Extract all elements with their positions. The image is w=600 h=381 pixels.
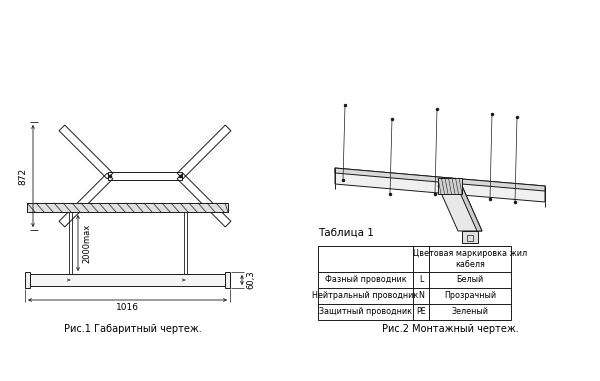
Bar — [27, 203, 228, 212]
Text: Нейтральный проводник: Нейтральный проводник — [313, 291, 419, 301]
Text: N: N — [418, 291, 424, 301]
Text: Защитный проводник: Защитный проводник — [319, 307, 412, 317]
Text: 2000max: 2000max — [82, 223, 91, 263]
Bar — [108, 172, 182, 180]
Text: L: L — [419, 275, 423, 285]
Polygon shape — [335, 168, 450, 194]
Polygon shape — [450, 178, 545, 191]
Text: Зеленый: Зеленый — [452, 307, 488, 317]
Text: Фазный проводник: Фазный проводник — [325, 275, 406, 285]
Text: PE: PE — [416, 307, 426, 317]
Polygon shape — [462, 231, 478, 243]
Polygon shape — [457, 186, 482, 231]
Bar — [467, 235, 473, 241]
Bar — [25, 272, 30, 288]
Bar — [318, 246, 511, 320]
Polygon shape — [450, 178, 545, 202]
Text: Цветовая маркировка жил
кабеля: Цветовая маркировка жил кабеля — [413, 249, 527, 269]
Text: 1016: 1016 — [116, 303, 139, 312]
Text: Прозрачный: Прозрачный — [444, 291, 496, 301]
Bar — [225, 272, 230, 288]
Polygon shape — [438, 178, 462, 194]
Text: Таблица 1: Таблица 1 — [318, 228, 374, 238]
Text: Рис.1 Габаритный чертеж.: Рис.1 Габаритный чертеж. — [64, 324, 202, 334]
Text: Рис.2 Монтажный чертеж.: Рис.2 Монтажный чертеж. — [382, 324, 518, 334]
Text: Белый: Белый — [457, 275, 484, 285]
Polygon shape — [438, 186, 482, 231]
Text: 60,3: 60,3 — [246, 271, 255, 289]
Polygon shape — [335, 168, 450, 183]
Text: 872: 872 — [18, 167, 27, 184]
Bar — [30, 274, 225, 286]
